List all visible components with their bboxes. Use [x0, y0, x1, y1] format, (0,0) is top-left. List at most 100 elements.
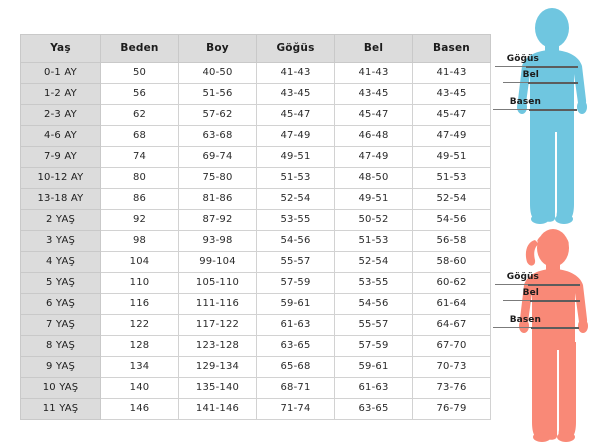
cell-basen: 64-67 — [412, 314, 491, 336]
cell-bel: 57-59 — [334, 335, 413, 357]
cell-basen: 60-62 — [412, 272, 491, 294]
cell-beden: 80 — [100, 167, 179, 189]
table-row: 4-6 AY 68 63-68 47-49 46-48 47-49 — [20, 125, 491, 147]
cell-age: 0-1 AY — [20, 62, 101, 84]
cell-bel: 63-65 — [334, 398, 413, 420]
cell-bel: 61-63 — [334, 377, 413, 399]
table-row: 6 YAŞ 116 111-116 59-61 54-56 61-64 — [20, 293, 491, 315]
cell-boy: 63-68 — [178, 125, 257, 147]
cell-boy: 123-128 — [178, 335, 257, 357]
table-row: 5 YAŞ 110 105-110 57-59 53-55 60-62 — [20, 272, 491, 294]
cell-boy: 111-116 — [178, 293, 257, 315]
table-row: 7 YAŞ 122 117-122 61-63 55-57 64-67 — [20, 314, 491, 336]
cell-beden: 104 — [100, 251, 179, 273]
cell-age: 13-18 AY — [20, 188, 101, 210]
cell-basen: 41-43 — [412, 62, 491, 84]
cell-boy: 99-104 — [178, 251, 257, 273]
cell-boy: 69-74 — [178, 146, 257, 168]
cell-bel: 54-56 — [334, 293, 413, 315]
boy-hip-leader — [493, 109, 541, 110]
table-row: 1-2 AY 56 51-56 43-45 43-45 43-45 — [20, 83, 491, 105]
cell-bel: 46-48 — [334, 125, 413, 147]
table-row: 0-1 AY 50 40-50 41-43 41-43 41-43 — [20, 62, 491, 84]
cell-boy: 105-110 — [178, 272, 257, 294]
boy-silhouette-icon — [517, 8, 587, 224]
cell-age: 2 YAŞ — [20, 209, 101, 231]
cell-gogus: 61-63 — [256, 314, 335, 336]
cell-age: 5 YAŞ — [20, 272, 101, 294]
cell-age: 6 YAŞ — [20, 293, 101, 315]
cell-beden: 116 — [100, 293, 179, 315]
cell-boy: 117-122 — [178, 314, 257, 336]
cell-basen: 73-76 — [412, 377, 491, 399]
cell-beden: 122 — [100, 314, 179, 336]
cell-age: 4-6 AY — [20, 125, 101, 147]
cell-gogus: 68-71 — [256, 377, 335, 399]
cell-boy: 81-86 — [178, 188, 257, 210]
cell-gogus: 65-68 — [256, 356, 335, 378]
boy-hip-measure-line — [529, 109, 577, 111]
cell-age: 8 YAŞ — [20, 335, 101, 357]
table-row: 11 YAŞ 146 141-146 71-74 63-65 76-79 — [20, 398, 491, 420]
cell-bel: 41-43 — [334, 62, 413, 84]
cell-age: 11 YAŞ — [20, 398, 101, 420]
cell-gogus: 55-57 — [256, 251, 335, 273]
girl-waist-label: Bel — [522, 288, 539, 298]
cell-boy: 87-92 — [178, 209, 257, 231]
table-row: 7-9 AY 74 69-74 49-51 47-49 49-51 — [20, 146, 491, 168]
cell-boy: 51-56 — [178, 83, 257, 105]
cell-gogus: 41-43 — [256, 62, 335, 84]
cell-boy: 57-62 — [178, 104, 257, 126]
column-header-gogus: Göğüs — [256, 34, 335, 63]
girl-chest-label: Göğüs — [506, 272, 539, 282]
cell-gogus: 59-61 — [256, 293, 335, 315]
boy-waist-label: Bel — [522, 70, 539, 80]
cell-basen: 76-79 — [412, 398, 491, 420]
cell-beden: 128 — [100, 335, 179, 357]
cell-gogus: 47-49 — [256, 125, 335, 147]
table-row: 2 YAŞ 92 87-92 53-55 50-52 54-56 — [20, 209, 491, 231]
girl-hip-label: Basen — [509, 315, 541, 325]
cell-age: 2-3 AY — [20, 104, 101, 126]
cell-gogus: 63-65 — [256, 335, 335, 357]
boy-waist-leader — [503, 82, 543, 83]
table-row: 8 YAŞ 128 123-128 63-65 57-59 67-70 — [20, 335, 491, 357]
girl-hip-measure-line — [531, 327, 579, 329]
cell-beden: 92 — [100, 209, 179, 231]
cell-boy: 75-80 — [178, 167, 257, 189]
column-header-beden: Beden — [100, 34, 179, 63]
table-row: 3 YAŞ 98 93-98 54-56 51-53 56-58 — [20, 230, 491, 252]
cell-age: 4 YAŞ — [20, 251, 101, 273]
cell-boy: 135-140 — [178, 377, 257, 399]
cell-basen: 67-70 — [412, 335, 491, 357]
cell-beden: 98 — [100, 230, 179, 252]
table-row: 10 YAŞ 140 135-140 68-71 61-63 73-76 — [20, 377, 491, 399]
cell-basen: 54-56 — [412, 209, 491, 231]
cell-gogus: 43-45 — [256, 83, 335, 105]
cell-gogus: 49-51 — [256, 146, 335, 168]
cell-gogus: 52-54 — [256, 188, 335, 210]
cell-age: 7-9 AY — [20, 146, 101, 168]
girl-hip-leader — [493, 327, 541, 328]
cell-beden: 146 — [100, 398, 179, 420]
cell-gogus: 57-59 — [256, 272, 335, 294]
cell-basen: 70-73 — [412, 356, 491, 378]
cell-gogus: 53-55 — [256, 209, 335, 231]
cell-age: 7 YAŞ — [20, 314, 101, 336]
cell-beden: 68 — [100, 125, 179, 147]
girl-figure-block: Göğüs Bel Basen — [493, 222, 600, 444]
cell-beden: 74 — [100, 146, 179, 168]
cell-boy: 129-134 — [178, 356, 257, 378]
cell-beden: 134 — [100, 356, 179, 378]
cell-basen: 58-60 — [412, 251, 491, 273]
cell-age: 1-2 AY — [20, 83, 101, 105]
boy-chest-label: Göğüs — [506, 54, 539, 64]
column-header-bel: Bel — [334, 34, 413, 63]
cell-bel: 47-49 — [334, 146, 413, 168]
table-header: Yaş Beden Boy Göğüs Bel Basen — [20, 34, 491, 63]
cell-beden: 56 — [100, 83, 179, 105]
cell-bel: 50-52 — [334, 209, 413, 231]
cell-bel: 55-57 — [334, 314, 413, 336]
cell-basen: 47-49 — [412, 125, 491, 147]
